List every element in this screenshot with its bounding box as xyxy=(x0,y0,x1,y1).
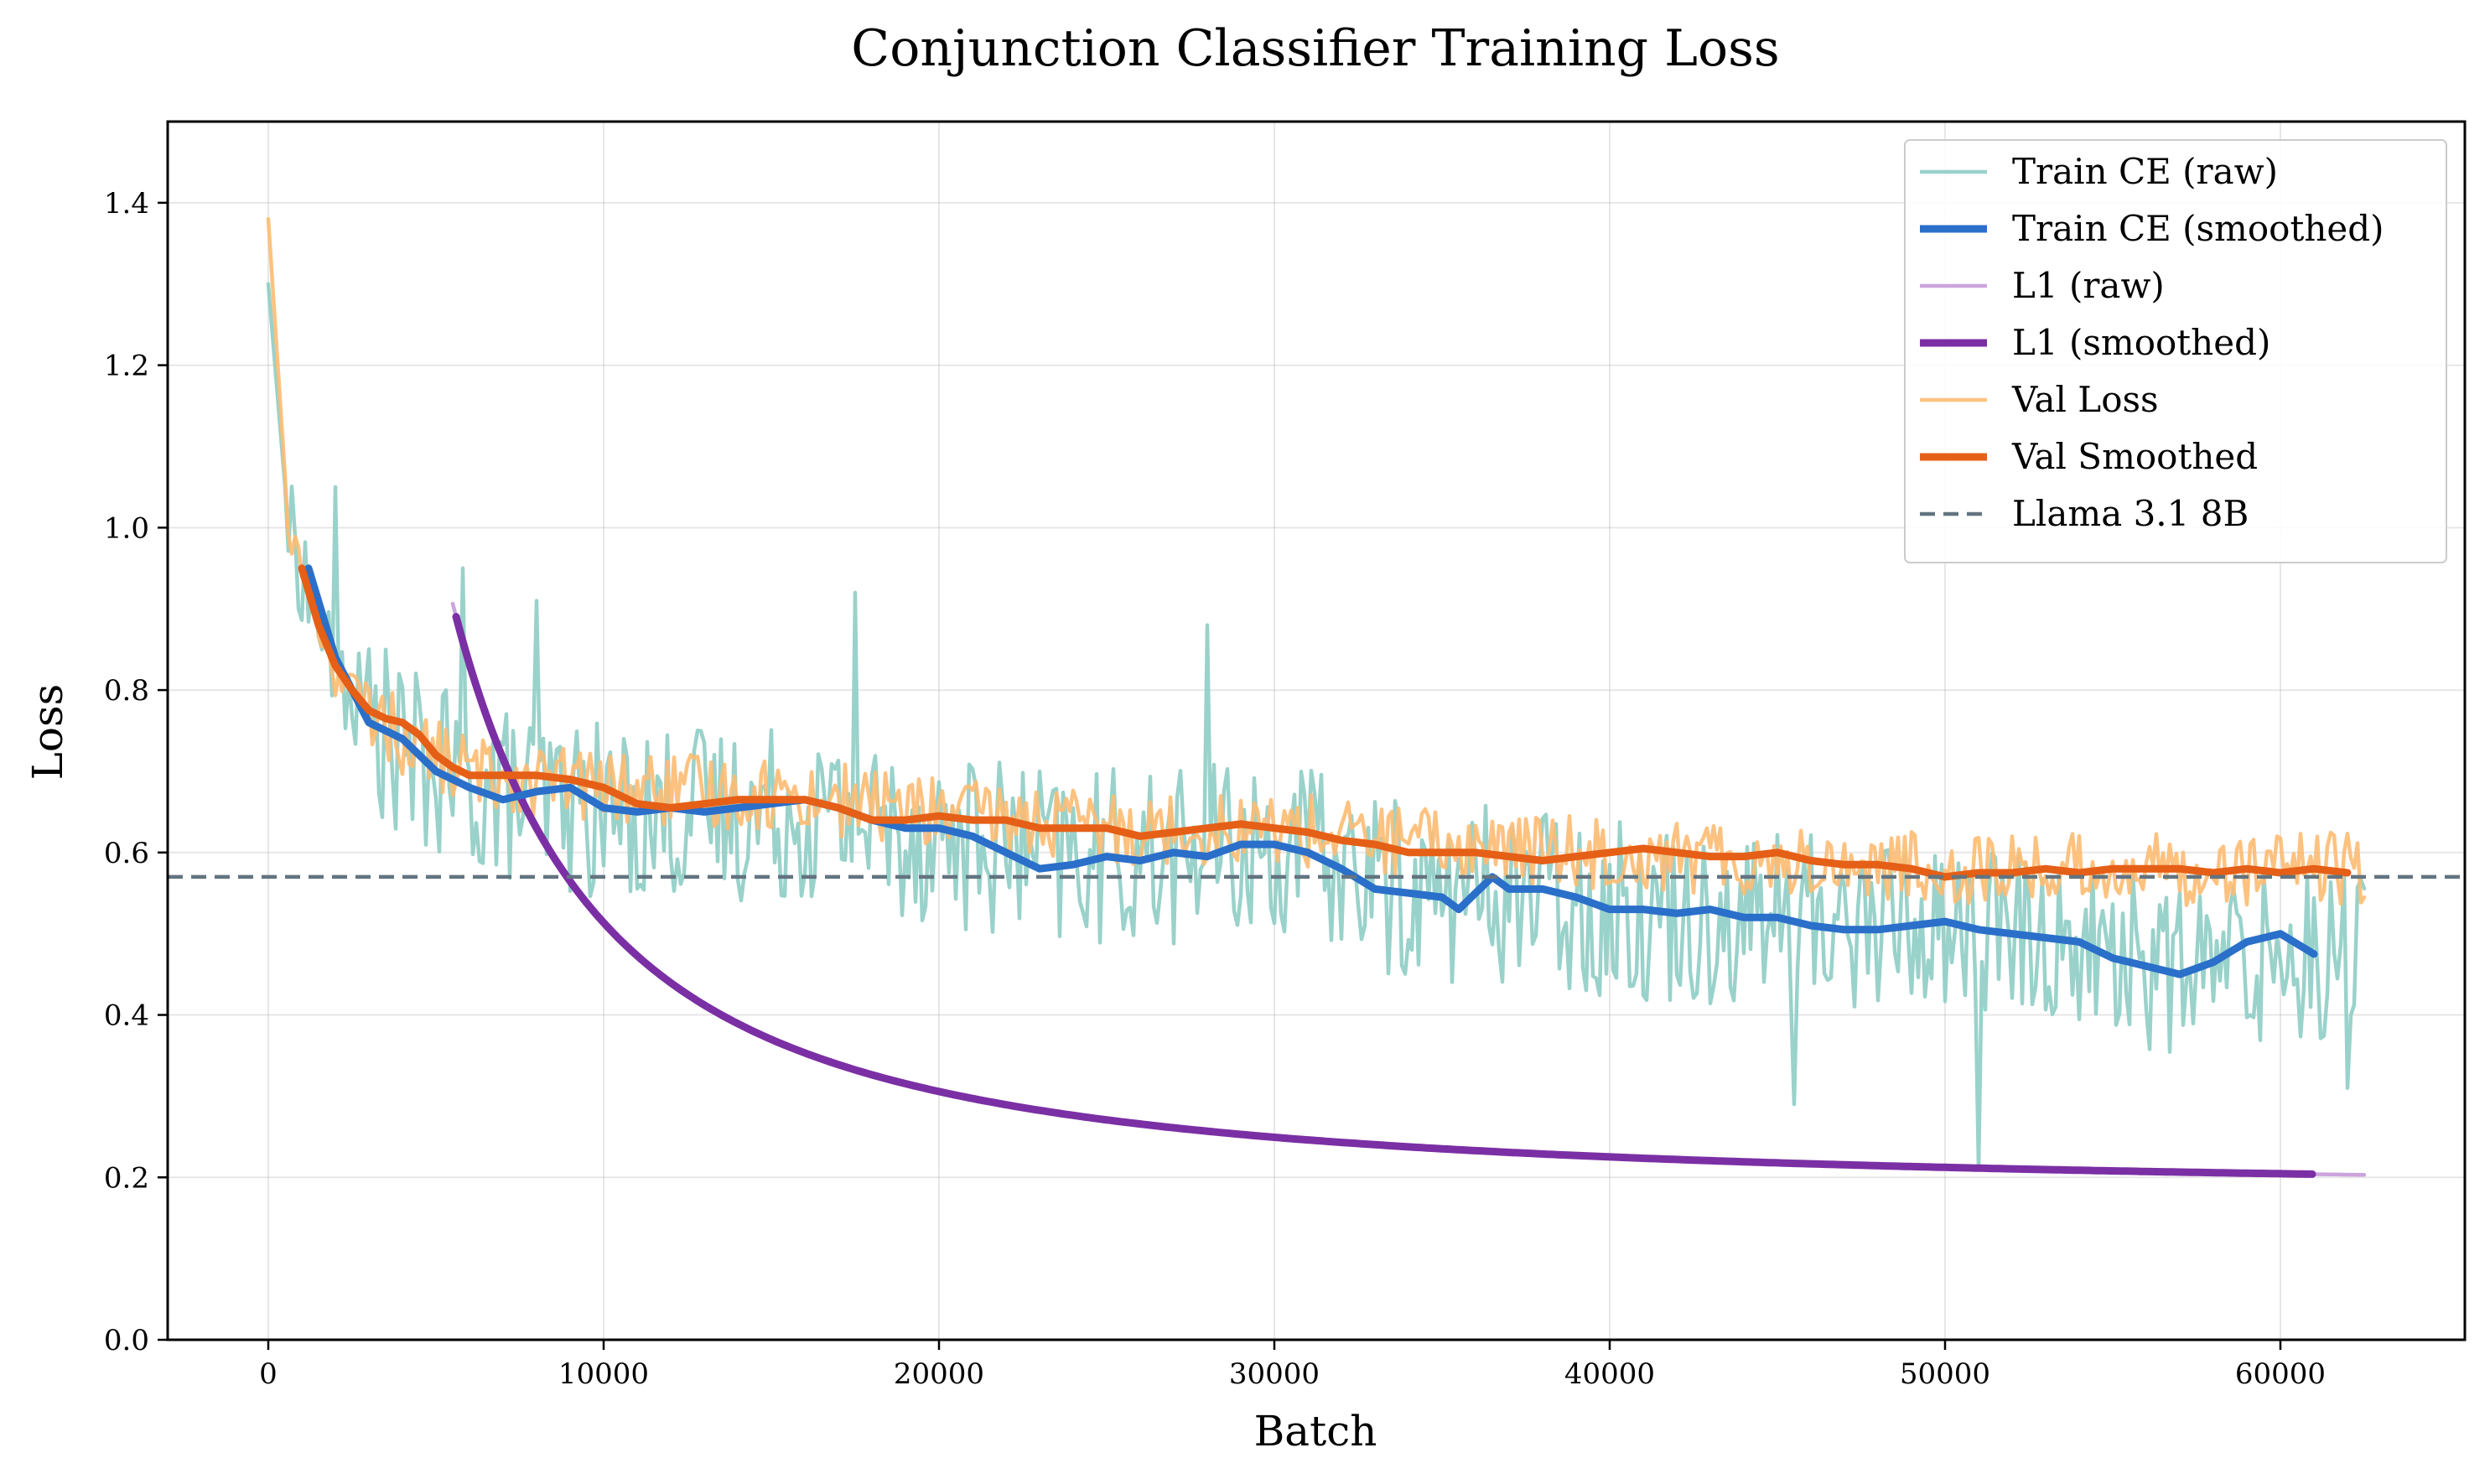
y-tick-label: 0.4 xyxy=(104,999,149,1033)
x-tick-label: 30000 xyxy=(1229,1357,1320,1391)
y-tick-label: 0.6 xyxy=(104,837,149,870)
legend-label-val-loss: Val Loss xyxy=(2011,379,2159,420)
legend-label-llama-3-1-8b: Llama 3.1 8B xyxy=(2012,493,2249,534)
axes: 0 10000 20000 30000 40000 50000 60000 0.0 0.2 0.4… xyxy=(104,187,2326,1391)
plot-area xyxy=(168,216,2465,1178)
y-tick-label: 0.2 xyxy=(104,1161,149,1195)
chart-title: Conjunction Classifier Training Loss xyxy=(851,19,1779,78)
x-tick-label: 50000 xyxy=(1900,1357,1990,1391)
legend-label-train-ce-raw: Train CE (raw) xyxy=(2012,151,2278,192)
x-tick-label: 20000 xyxy=(894,1357,984,1391)
plot-frame xyxy=(166,120,2467,1341)
y-tick-label: 0.8 xyxy=(104,674,149,708)
series-line-train-ce-smoothed xyxy=(304,564,2318,978)
x-tick-label: 40000 xyxy=(1564,1357,1655,1391)
legend-box xyxy=(1904,139,2447,563)
x-axis-title: Batch xyxy=(1254,1407,1377,1455)
series-line-val-smoothed xyxy=(298,564,2352,881)
y-tick-label: 1.2 xyxy=(104,350,149,383)
legend-label-l1-raw: L1 (raw) xyxy=(2012,265,2165,306)
x-tick-label: 0 xyxy=(259,1357,278,1391)
y-tick-label: 1.0 xyxy=(104,511,149,545)
x-tick-label: 10000 xyxy=(558,1357,649,1391)
legend: Train CE (raw) Train CE (smoothed) L1 (raw… xyxy=(1904,139,2447,563)
y-axis-title: Loss xyxy=(23,684,72,781)
legend-label-l1-smoothed: L1 (smoothed) xyxy=(2012,322,2270,363)
x-tick-label: 60000 xyxy=(2235,1357,2326,1391)
series-line-l1-smoothed xyxy=(452,613,2316,1178)
y-tick-label: 1.4 xyxy=(104,187,149,221)
y-tick-label: 0.0 xyxy=(104,1324,149,1357)
legend-label-val-smoothed: Val Smoothed xyxy=(2011,436,2258,477)
legend-label-train-ce-smoothed: Train CE (smoothed) xyxy=(2012,208,2384,249)
